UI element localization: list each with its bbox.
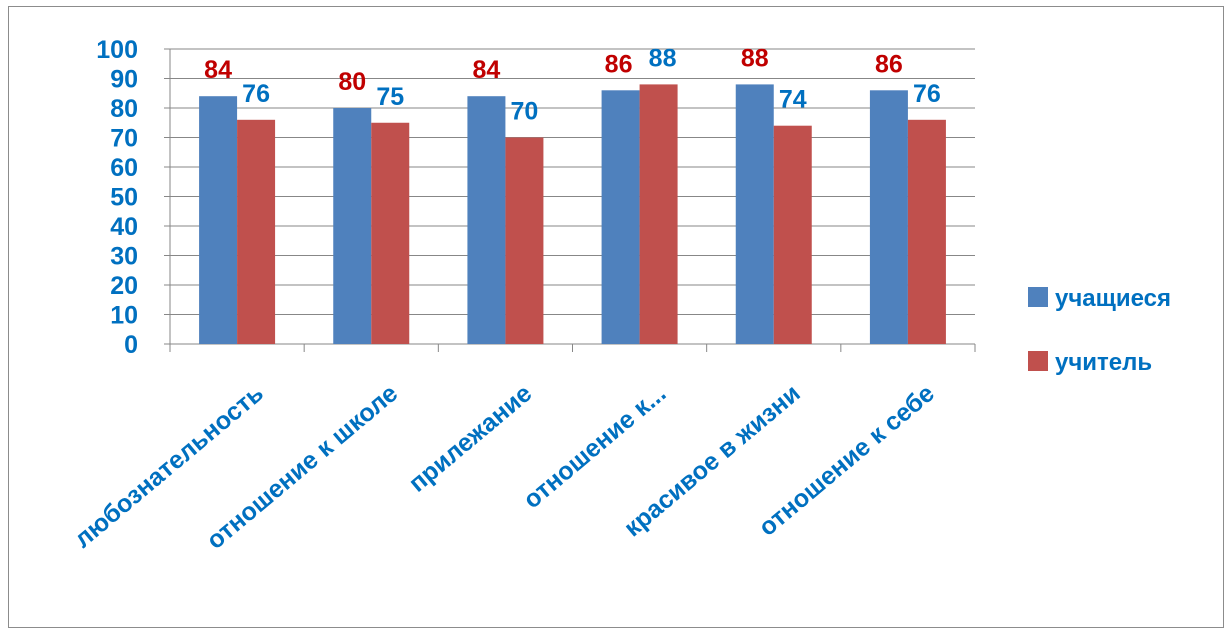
y-tick-label: 100 [96,36,138,64]
y-tick-label: 70 [110,125,138,153]
bar [639,84,678,345]
y-tick-label: 30 [110,243,138,271]
legend-swatch [1028,287,1048,307]
y-tick-label: 80 [110,95,138,123]
bar [601,90,640,344]
data-label: 88 [649,44,677,72]
y-tick-label: 60 [110,154,138,182]
data-label: 86 [605,50,633,78]
bar [467,96,506,344]
bar [371,122,410,344]
data-label: 80 [338,68,366,96]
bar [333,108,372,344]
x-category-label: прилежание [403,379,537,498]
legend-label: учащиеся [1055,285,1171,312]
bar [735,84,774,345]
bar [505,137,544,344]
bar [773,125,812,344]
legend-label: учитель [1055,349,1152,376]
legend-swatch [1028,351,1048,371]
x-category-label: отношение к... [518,379,671,514]
y-tick-label: 10 [110,302,138,330]
data-label: 86 [875,50,903,78]
data-label: 76 [242,80,270,108]
bar [199,96,238,344]
data-label: 75 [376,83,404,111]
y-tick-label: 90 [110,66,138,94]
bar [869,90,908,344]
data-label: 74 [779,86,807,114]
y-tick-label: 0 [124,331,138,359]
data-label: 84 [473,56,501,84]
y-tick-label: 40 [110,213,138,241]
y-tick-label: 50 [110,184,138,212]
data-label: 70 [511,98,539,126]
y-tick-label: 20 [110,272,138,300]
data-label: 76 [913,80,941,108]
bar [237,119,276,344]
bar [907,119,946,344]
data-label: 84 [204,56,232,84]
data-label: 88 [741,44,769,72]
